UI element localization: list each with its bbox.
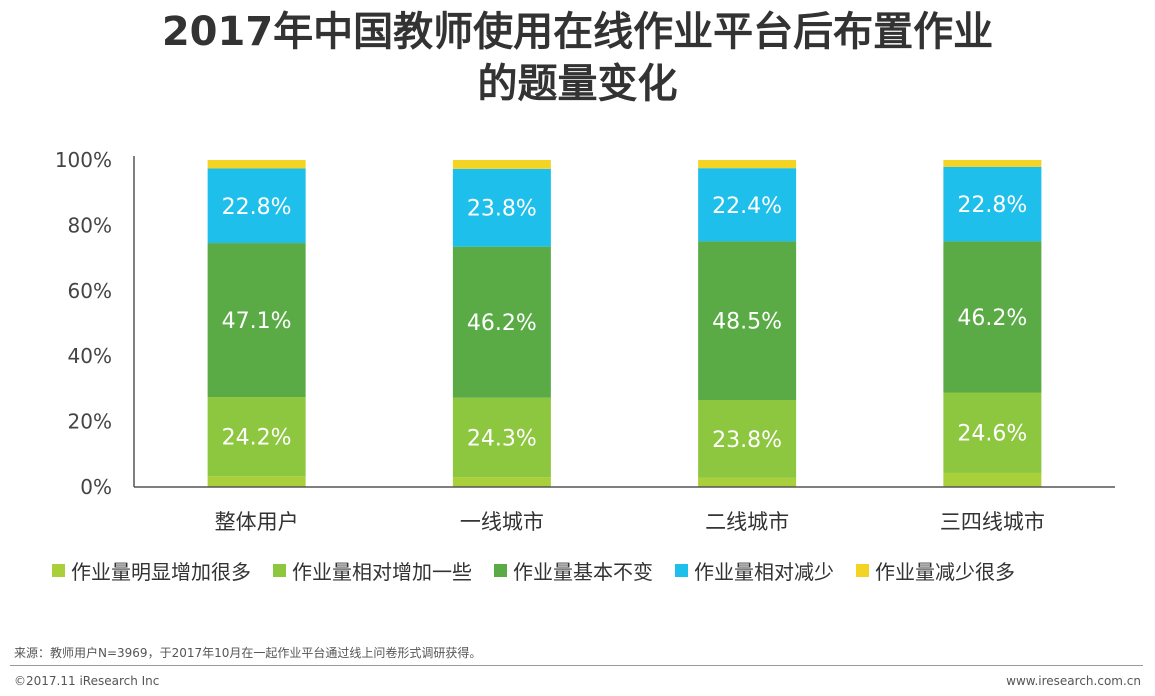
stacked-bar-chart: 0% 20% 40% 60% 80% 100% 24.2% 47.1% 22.8% 整体用户 24.… (55, 148, 1115, 534)
y-tick-label-0: 0% (80, 475, 112, 499)
y-tick-label-2: 40% (68, 344, 112, 368)
x-category-label-0: 整体用户 (215, 510, 299, 534)
bar-segment-1-1 (452, 397, 551, 478)
data-label-3-2: 46.2% (957, 306, 1027, 331)
source-note: 来源：教师用户N=3969，于2017年10月在一起作业平台通过线上问卷形式调研… (14, 646, 482, 660)
bar-segment-1-3 (452, 168, 551, 247)
data-label-1-1: 24.3% (467, 426, 537, 451)
y-tick-label-5: 100% (55, 148, 112, 172)
bar-segment-0-4 (207, 160, 306, 169)
legend-label-1: 作业量相对增加一些 (292, 560, 472, 584)
bar-segment-1-4 (452, 160, 551, 169)
legend-item-3: 作业量相对减少 (675, 556, 834, 585)
legend-item-1: 作业量相对增加一些 (273, 556, 472, 585)
legend-swatch-4 (856, 564, 869, 577)
data-label-3-1: 24.6% (957, 422, 1027, 447)
legend-item-4: 作业量减少很多 (856, 556, 1015, 585)
x-category-label-1: 一线城市 (460, 510, 544, 534)
legend-swatch-0 (52, 564, 65, 577)
y-tick-label-3: 60% (68, 279, 112, 303)
data-label-2-1: 23.8% (712, 428, 782, 453)
data-label-2-3: 22.4% (712, 194, 782, 219)
bar-segment-1-2 (452, 246, 551, 398)
chart-title: 2017年中国教师使用在线作业平台后布置作业 的题量变化 (0, 6, 1155, 110)
y-tick-label-4: 80% (68, 213, 112, 237)
legend-label-3: 作业量相对减少 (694, 560, 834, 584)
bar-segment-0-2 (207, 243, 306, 398)
bar-segment-3-3 (943, 166, 1042, 242)
data-label-0-3: 22.8% (222, 195, 292, 220)
footer-divider (10, 665, 1143, 666)
data-label-2-2: 48.5% (712, 310, 782, 335)
data-label-0-2: 47.1% (222, 309, 292, 334)
bar-segment-2-2 (698, 241, 797, 401)
legend-label-4: 作业量减少很多 (875, 560, 1015, 584)
chart-title-line-2: 的题量变化 (477, 61, 678, 107)
bar-segment-3-0 (943, 472, 1042, 487)
data-label-3-3: 22.8% (957, 193, 1027, 218)
legend-item-0: 作业量明显增加很多 (52, 556, 251, 585)
website-link[interactable]: www.iresearch.com.cn (1006, 674, 1141, 688)
data-label-1-2: 46.2% (467, 311, 537, 336)
bar-segment-0-0 (207, 476, 306, 487)
chart-legend: 作业量明显增加很多 作业量相对增加一些 作业量基本不变 作业量相对减少 作业量减… (52, 556, 1152, 585)
legend-label-0: 作业量明显增加很多 (71, 560, 251, 584)
bar-segment-2-1 (698, 400, 797, 478)
bar-segment-3-2 (943, 241, 1042, 393)
y-tick-label-1: 20% (68, 410, 112, 434)
bar-segment-0-3 (207, 168, 306, 244)
legend-swatch-2 (494, 564, 507, 577)
bar-segment-2-4 (698, 160, 797, 169)
copyright-text: ©2017.11 iResearch Inc (14, 674, 160, 688)
legend-label-2: 作业量基本不变 (513, 560, 653, 584)
x-category-label-3: 三四线城市 (940, 510, 1045, 534)
bar-segment-1-0 (452, 477, 551, 487)
legend-item-2: 作业量基本不变 (494, 556, 653, 585)
legend-swatch-3 (675, 564, 688, 577)
bar-segment-3-1 (943, 392, 1042, 473)
bar-segment-0-1 (207, 397, 306, 477)
legend-swatch-1 (273, 564, 286, 577)
chart-title-line-1: 2017年中国教师使用在线作业平台后布置作业 (161, 9, 994, 55)
bar-segment-2-0 (698, 477, 797, 487)
bar-segment-3-4 (943, 160, 1042, 167)
x-category-label-2: 二线城市 (705, 510, 789, 534)
data-label-1-3: 23.8% (467, 197, 537, 222)
bar-segment-2-3 (698, 168, 797, 242)
data-label-0-1: 24.2% (222, 426, 292, 451)
